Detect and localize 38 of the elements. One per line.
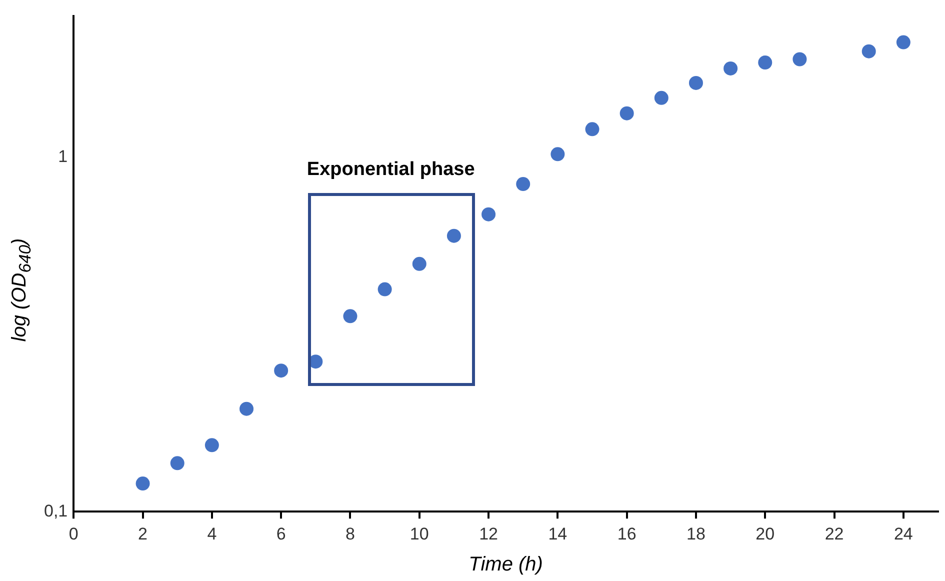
point bbox=[862, 44, 876, 58]
point bbox=[240, 402, 254, 416]
point bbox=[792, 52, 807, 66]
point bbox=[446, 228, 461, 243]
point bbox=[620, 106, 634, 120]
x-tick-label: 18 bbox=[686, 524, 706, 544]
point bbox=[654, 90, 668, 105]
point bbox=[204, 438, 219, 452]
x-axis-title: Time (h) bbox=[468, 554, 543, 576]
point bbox=[170, 456, 184, 470]
x-tick-label: 14 bbox=[548, 524, 568, 544]
point bbox=[585, 122, 600, 136]
x-tick-label: 10 bbox=[410, 524, 429, 544]
point bbox=[378, 282, 392, 296]
point bbox=[343, 309, 358, 324]
point bbox=[412, 256, 426, 271]
point bbox=[550, 147, 565, 162]
annotation: Exponential phase bbox=[306, 159, 475, 180]
x-tick-label: 12 bbox=[479, 524, 498, 544]
x-tick-label: 4 bbox=[207, 524, 217, 544]
point bbox=[758, 56, 772, 70]
point bbox=[724, 61, 738, 76]
y-tick-label: 0,1 bbox=[44, 501, 68, 520]
point bbox=[516, 177, 530, 192]
x-tick-label: 8 bbox=[345, 524, 355, 544]
point bbox=[274, 364, 288, 378]
point bbox=[136, 476, 150, 491]
x-tick-label: 6 bbox=[276, 524, 286, 544]
x-tick-label: 2 bbox=[138, 524, 148, 544]
x-tick-label: 0 bbox=[68, 524, 78, 544]
x-tick-label: 16 bbox=[617, 524, 636, 544]
y-tick-label: 1 bbox=[58, 146, 68, 166]
point bbox=[482, 207, 496, 222]
point bbox=[688, 76, 703, 90]
x-tick-label: 20 bbox=[756, 524, 775, 544]
x-tick-label: 22 bbox=[824, 524, 844, 544]
point bbox=[896, 35, 910, 50]
x-tick-label: 24 bbox=[894, 524, 913, 544]
